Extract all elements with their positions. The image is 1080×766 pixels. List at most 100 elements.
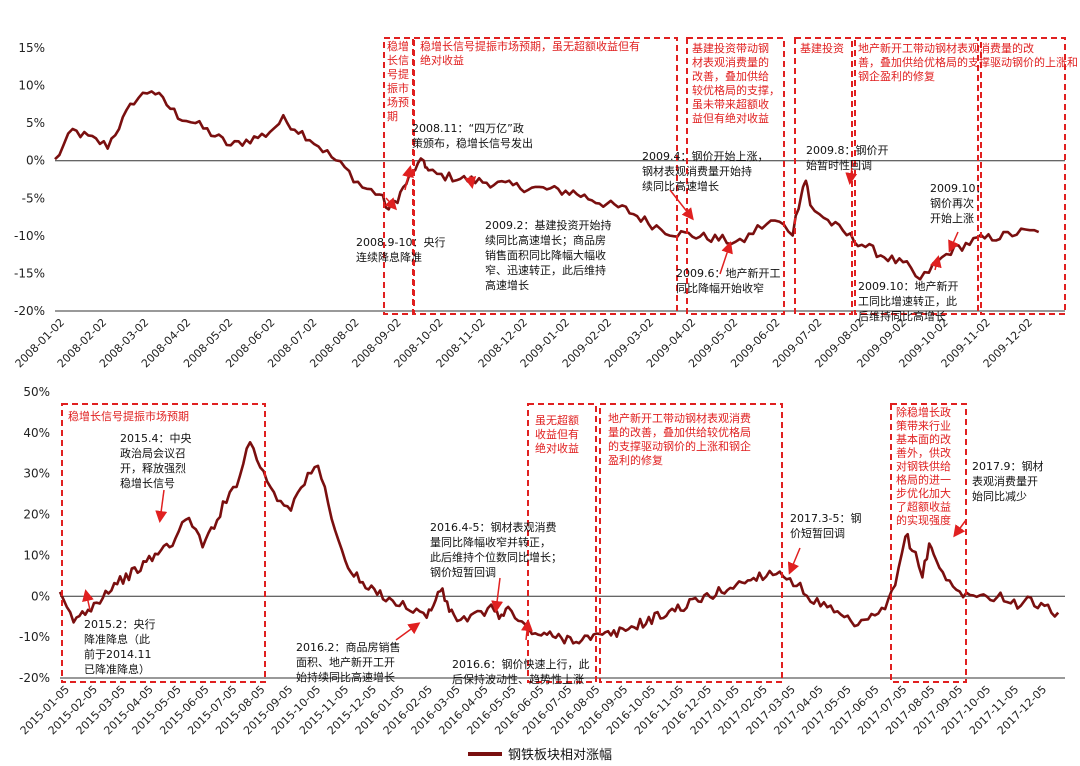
annotation-red-line: 了超额收益 <box>896 500 951 514</box>
annotation-black-line: 降准降息（此 <box>84 632 150 646</box>
annotation-black-line: 2009.6：地产新开工 <box>676 266 781 280</box>
y-tick-label: -10% <box>19 630 50 644</box>
annotation-red-line: 盈利的修复 <box>608 453 663 467</box>
bottom-chart-2015-2017: 50%40%30%20%10%0%-10%-20%2015-01-052015-… <box>18 385 1065 737</box>
annotation-arrow <box>464 175 477 189</box>
annotation-black-line: 后维持同比高增长 <box>858 309 946 323</box>
y-tick-label: 10% <box>23 548 50 562</box>
series-line <box>54 90 1040 281</box>
annotation-box <box>527 403 597 683</box>
annotation-black-line: 面积、地产新开工开 <box>296 655 395 669</box>
annotation-black-line: 策颁布，稳增长信号发出 <box>412 136 533 150</box>
annotation-red-line: 号提 <box>387 68 409 81</box>
annotation-arrow <box>948 231 960 253</box>
annotation-arrow <box>521 619 533 641</box>
annotation-red-line: 稳增长信号提振市场预期 <box>68 409 189 423</box>
annotation-black-line: 量同比降幅收窄并转正， <box>430 535 551 549</box>
annotation-black-line: 钢价再次 <box>930 196 974 210</box>
annotation-black-line: 工同比增速转正，此 <box>858 294 957 308</box>
annotation-red-line: 地产新开工带动钢材表观消费 <box>608 411 751 425</box>
annotation-red-line: 的支撑驱动钢价的上涨和钢企 <box>608 439 751 453</box>
annotation-red-line: 稳增 <box>387 39 409 53</box>
annotation-red-line: 基建投资带动钢 <box>692 41 769 55</box>
annotation-red-line: 的实现强度 <box>896 513 951 527</box>
legend-label: 钢铁板块相对涨幅 <box>508 748 612 763</box>
annotation-black-line: 2009.10： <box>930 182 987 195</box>
annotation-arrow <box>845 167 858 185</box>
annotation-red-line: 绝对收益 <box>420 53 464 67</box>
annotation-arrow <box>82 589 94 611</box>
annotation-black-line: 后保持波动性、趋势性上涨 <box>452 672 584 686</box>
annotation-box <box>383 37 414 315</box>
annotation-red-line: 虽无超额 <box>535 413 579 427</box>
annotation-red-line: 材表观消费量的 <box>692 55 769 69</box>
annotation-black-line: 始持续同比高速增长 <box>296 670 395 684</box>
annotation-black-line: 前于2014.11 <box>84 647 152 661</box>
annotation-arrow <box>719 241 733 275</box>
annotation-red-line: 地产新开工带动钢材表观消费量的改 <box>858 41 1034 55</box>
annotation-black-line: 价短暂回调 <box>790 526 845 540</box>
annotation-black-line: 2016.2：商品房销售 <box>296 640 401 654</box>
annotation-black-line: 2015.2：央行 <box>84 618 156 631</box>
annotation-red-line: 虽未带来超额收 <box>692 97 769 111</box>
annotation-black-line: 2015.4：中央 <box>120 432 192 445</box>
annotation-black-line: 2009.10：地产新开 <box>858 279 959 293</box>
annotation-black-line: 2016.6：钢价快速上行，此 <box>452 658 590 671</box>
annotation-black-line: 续同比高速增长 <box>642 179 719 193</box>
annotation-black-line: 开，释放强烈 <box>120 461 186 475</box>
annotation-red-line: 基本面的改 <box>896 432 951 446</box>
annotation-black-line: 钢价短暂回调 <box>430 565 496 579</box>
y-tick-label: 30% <box>23 467 50 481</box>
y-tick-label: -20% <box>14 304 45 318</box>
annotation-box <box>61 403 266 683</box>
annotation-black-line: 钢材表观消费量开始持 <box>642 164 752 178</box>
annotation-red-line: 长信 <box>387 54 409 67</box>
annotation-black-line: 2017.9：钢材 <box>972 459 1044 473</box>
annotation-arrow <box>953 519 967 538</box>
annotation-red-line: 步优化加大 <box>896 486 951 500</box>
annotation-box <box>599 403 783 683</box>
annotation-red-line: 策带来行业 <box>896 419 951 433</box>
annotation-red-line: 振市 <box>387 81 409 95</box>
annotation-red-line: 格局的进一 <box>896 473 951 487</box>
annotation-arrow <box>787 547 801 575</box>
annotation-black-line: 2008.9-10：央行 <box>356 236 445 249</box>
legend: 钢铁板块相对涨幅 <box>468 748 612 763</box>
annotation-arrow <box>155 489 168 523</box>
annotation-red-line: 稳增长信号提振市场预期，虽无超额收益但有 <box>420 39 640 53</box>
annotation-black-line: 2017.3-5：钢 <box>790 512 861 525</box>
annotation-red-line: 量的改善，叠加供给较优格局 <box>608 425 751 439</box>
annotation-black-line: 2009.8：钢价开 <box>806 144 889 157</box>
annotation-red-line: 场预 <box>387 95 409 109</box>
y-tick-label: -20% <box>19 671 50 685</box>
annotation-black-line: 2009.4：钢价开始上涨， <box>642 149 769 163</box>
annotation-red-line: 改善，叠加供给 <box>692 69 769 83</box>
annotation-black-line: 窄、迅速转正，此后维持 <box>485 263 606 277</box>
series-line <box>58 441 1060 645</box>
y-tick-label: 20% <box>23 508 50 522</box>
y-tick-label: -10% <box>14 229 45 243</box>
annotation-black-line: 2016.4-5：钢材表观消费 <box>430 520 556 534</box>
annotation-red-line: 对钢铁供给 <box>896 459 951 473</box>
annotation-black-line: 续同比高速增长；商品房 <box>485 233 606 247</box>
annotation-black-line: 始同比减少 <box>972 489 1027 503</box>
annotation-arrow <box>384 197 398 211</box>
annotation-black-line: 高速增长 <box>485 278 529 292</box>
annotation-black-line: 同比降幅开始收窄 <box>676 281 764 295</box>
annotation-arrow <box>402 165 414 191</box>
y-tick-label: 40% <box>23 426 50 440</box>
annotation-arrow <box>395 622 421 641</box>
y-tick-label: 50% <box>23 385 50 399</box>
annotation-box <box>794 37 853 315</box>
annotation-black-line: 开始上涨 <box>930 211 974 225</box>
annotation-arrow <box>669 189 694 221</box>
annotation-arrow <box>929 255 942 271</box>
annotation-red-line: 钢企盈利的修复 <box>858 69 935 83</box>
annotation-black-line: 已降准降息） <box>84 662 150 676</box>
annotation-box <box>890 403 967 683</box>
y-tick-label: 0% <box>31 589 50 603</box>
top-chart-2008-2009: 15%10%5%0%-5%-10%-15%-20%2008-01-022008-… <box>13 37 1078 370</box>
annotation-black-line: 始暂时性回调 <box>806 158 872 172</box>
y-tick-label: -5% <box>22 191 45 205</box>
